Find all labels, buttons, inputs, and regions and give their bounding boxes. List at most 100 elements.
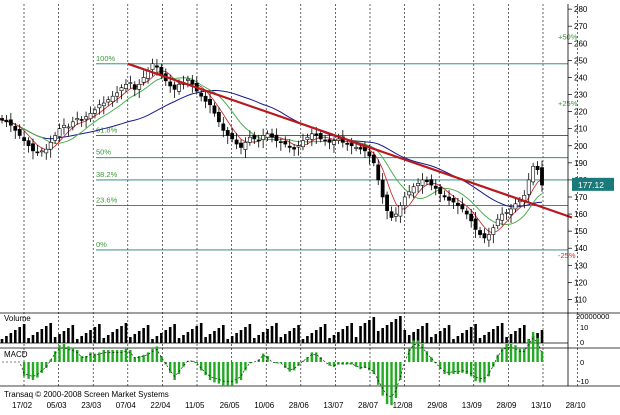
volume-bar [363,323,367,343]
macd-bar [226,362,229,386]
candle-body [283,141,288,145]
candle-body [8,119,13,126]
volume-bar [399,316,402,343]
price-tick-label: 120 [574,278,588,287]
candle-body [35,151,40,154]
macd-bar [527,339,530,362]
candle-body [172,84,177,90]
macd-bar [377,362,380,385]
macd-bar [45,362,48,368]
volume-bar [49,323,52,343]
macd-bar [199,362,203,371]
macd-bar [452,362,455,374]
candle-body [119,87,124,92]
macd-bar [372,362,376,374]
macd-bar [58,345,61,362]
candle-body [66,126,71,129]
price-axis: 1101201301401501601701801902002102202302… [567,4,614,386]
date-tick-label: 28/07 [358,401,379,410]
fib-level-label: 38.2% [96,170,118,179]
volume-bar [213,331,216,343]
volume-bar [173,324,176,343]
volume-bar [168,327,172,343]
candle-body [380,179,385,198]
price-tick-label: 110 [574,295,587,304]
volume-bar [84,333,88,343]
candle-body [482,233,487,239]
date-tick-label: 28/09 [496,401,517,410]
macd-bar [368,362,371,371]
volume-bar [252,338,256,343]
volume-bar [111,332,114,343]
candle-body [270,133,274,138]
volume-bar [492,329,495,343]
volume-bar [465,330,469,343]
volume-bar [124,323,128,343]
volume-bar [222,325,225,343]
candle-body [252,134,257,140]
macd-bar [425,351,429,362]
candle-body [265,133,270,138]
candle-body [225,130,230,136]
date-tick-label: 23/03 [81,401,102,410]
volume-bar [275,323,278,343]
volume-bar [22,324,26,343]
volume-bar [36,332,39,343]
volume-bar [332,335,336,343]
macd-bar [213,362,216,383]
volume-bar [146,325,150,343]
macd-bar [40,362,44,373]
macd-bar [84,356,88,362]
volume-bar [18,327,22,343]
volume-bar [102,338,106,343]
volume-bar [160,333,163,343]
candle-body [0,118,4,121]
candle-body [402,196,407,206]
date-tick-label: 10/06 [254,401,275,410]
candle-body [137,83,142,90]
volume-bar [425,323,429,343]
macd-bar [346,362,349,365]
candle-body [309,133,314,140]
volume-bar [239,330,243,343]
volume-bar [421,326,424,343]
macd-bar [531,332,535,362]
candle-body [243,142,248,150]
macd-bar [337,362,340,365]
volume-tick-label: 10 [580,323,588,332]
candle-body [261,135,266,140]
volume-bar [359,326,362,343]
macd-bar [22,362,26,377]
volume-bar [120,326,123,343]
macd-bar [98,352,101,362]
volume-bar [297,325,300,343]
volume-bar [461,333,464,343]
candle-body [336,138,341,141]
volume-bar [341,329,345,343]
volume-bar [456,336,460,343]
macd-bar [124,348,128,362]
candle-body [239,142,243,148]
volume-bar [44,326,48,343]
macd-bar [523,348,526,362]
volume-bar [483,335,486,343]
candle-body [318,133,323,140]
last-price-label: 177.12 [578,180,604,190]
macd-bar [111,350,114,362]
volume-bar [430,337,433,343]
candle-body [429,179,434,186]
volume-bar [390,322,393,343]
candle-body [473,218,478,230]
volume-bar [257,335,261,343]
volume-bar [40,329,44,343]
macd-bar [230,362,234,386]
volume-bar [407,335,411,343]
macd-bar [36,362,39,378]
volume-bar [319,327,322,343]
candle-body [385,194,389,211]
volume-bar [306,336,309,343]
macd-bar [456,362,460,374]
macd-bar [160,356,163,362]
candle-body [486,234,491,241]
